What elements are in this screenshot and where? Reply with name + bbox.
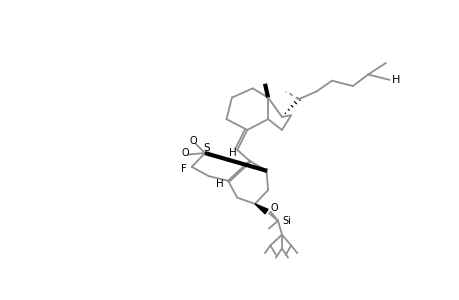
Text: Si: Si [281, 216, 290, 226]
Text: O: O [189, 136, 197, 146]
Text: H: H [228, 148, 236, 158]
Text: O: O [181, 148, 189, 158]
Polygon shape [254, 204, 268, 214]
Text: H: H [391, 75, 399, 85]
Text: H: H [216, 179, 224, 189]
Text: F: F [181, 164, 187, 174]
Text: O: O [270, 203, 277, 214]
Text: S: S [203, 143, 209, 153]
